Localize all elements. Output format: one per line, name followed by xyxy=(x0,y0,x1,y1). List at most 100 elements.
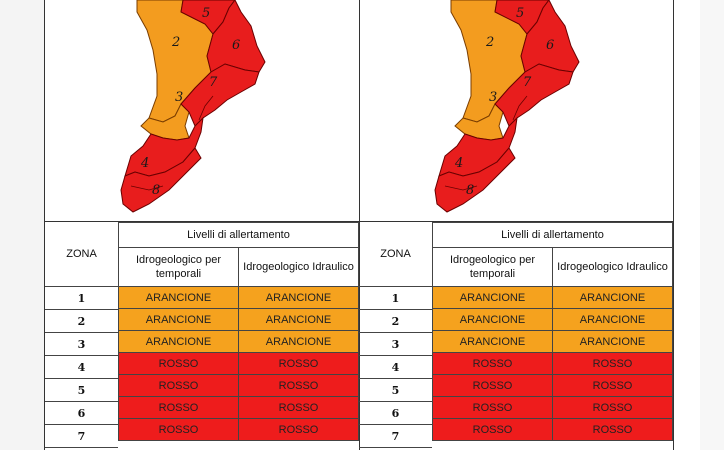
row-divider xyxy=(359,447,432,448)
table-row: ROSSO ROSSO xyxy=(118,352,359,375)
row-divider xyxy=(359,286,432,287)
zona-header: ZONA xyxy=(380,248,411,260)
zone-number: 4 xyxy=(77,361,86,374)
map-label-zone-8: 8 xyxy=(152,183,160,198)
row-divider xyxy=(45,309,118,310)
row-divider xyxy=(359,424,432,425)
row-divider xyxy=(359,309,432,310)
zone-number: 7 xyxy=(77,430,86,443)
row-divider xyxy=(359,378,432,379)
zone-number: 3 xyxy=(391,338,400,351)
zone-number: 2 xyxy=(391,315,400,328)
map-label-zone-4: 4 xyxy=(454,156,463,171)
zone-number: 1 xyxy=(77,292,86,305)
map-zone-3 xyxy=(454,103,504,141)
level-temporali-cell: ROSSO xyxy=(118,352,239,375)
table-row: ROSSO ROSSO xyxy=(432,374,673,397)
level-idraulico-cell: ARANCIONE xyxy=(552,330,673,353)
table-row: ROSSO ROSSO xyxy=(118,374,359,397)
row-divider xyxy=(45,447,118,448)
level-idraulico-cell: ROSSO xyxy=(552,418,673,441)
level-temporali-cell: ARANCIONE xyxy=(432,330,553,353)
map-label-zone-4: 4 xyxy=(140,156,149,171)
level-idraulico-cell: ROSSO xyxy=(238,374,359,397)
row-divider xyxy=(45,355,118,356)
map-zone-7 xyxy=(494,63,574,127)
col-temporali-header: Idrogeologico per temporali xyxy=(432,247,553,287)
level-temporali-cell: ROSSO xyxy=(118,418,239,441)
level-temporali-cell: ROSSO xyxy=(118,374,239,397)
map-label-zone-7: 7 xyxy=(209,75,218,90)
level-temporali-cell: ROSSO xyxy=(432,352,553,375)
table-row: ROSSO ROSSO xyxy=(432,352,673,375)
row-divider xyxy=(45,378,118,379)
level-idraulico-cell: ROSSO xyxy=(552,396,673,419)
level-idraulico-cell: ARANCIONE xyxy=(238,308,359,331)
map-zone-7 xyxy=(180,63,260,127)
map-label-zone-2: 2 xyxy=(485,35,494,50)
level-temporali-cell: ARANCIONE xyxy=(118,286,239,309)
map-label-zone-6: 6 xyxy=(232,38,240,53)
table-row: ARANCIONE ARANCIONE xyxy=(118,286,359,309)
map-label-zone-2: 2 xyxy=(171,35,180,50)
row-divider xyxy=(45,286,118,287)
table-row: ROSSO ROSSO xyxy=(118,418,359,441)
map-label-zone-6: 6 xyxy=(546,38,554,53)
map-label-zone-5: 5 xyxy=(202,6,210,21)
col-idraulico-header: Idrogeologico Idraulico xyxy=(552,247,673,287)
map-label-zone-3: 3 xyxy=(489,90,497,105)
map-zone-8 xyxy=(120,147,202,213)
alert-bulletin-sheet: 5 2 6 7 3 4 8 ZONA Livelli di allertamen… xyxy=(44,0,700,450)
level-temporali-cell: ARANCIONE xyxy=(118,308,239,331)
row-divider xyxy=(359,401,432,402)
level-temporali-cell: ARANCIONE xyxy=(118,330,239,353)
table-row: ROSSO ROSSO xyxy=(432,396,673,419)
level-temporali-cell: ARANCIONE xyxy=(432,308,553,331)
calabria-map-graphic: 5 2 6 7 3 4 8 xyxy=(434,0,580,213)
level-idraulico-cell: ROSSO xyxy=(552,352,673,375)
level-idraulico-cell: ARANCIONE xyxy=(552,308,673,331)
panel-tomorrow: 5 2 6 7 3 4 8 ZONA Livelli di allertamen… xyxy=(359,0,674,450)
level-temporali-cell: ROSSO xyxy=(118,396,239,419)
map-zone-8 xyxy=(434,147,516,213)
table-row: ARANCIONE ARANCIONE xyxy=(118,330,359,353)
zone-number: 7 xyxy=(391,430,400,443)
page-margin-right xyxy=(700,0,724,450)
level-temporali-cell: ROSSO xyxy=(432,396,553,419)
row-divider xyxy=(359,355,432,356)
page-margin-left xyxy=(0,0,44,450)
row-divider xyxy=(45,424,118,425)
level-idraulico-cell: ARANCIONE xyxy=(238,330,359,353)
map-label-zone-8: 8 xyxy=(466,183,474,198)
zone-number: 5 xyxy=(391,384,400,397)
level-temporali-cell: ARANCIONE xyxy=(432,286,553,309)
level-idraulico-cell: ROSSO xyxy=(238,396,359,419)
col-idraulico-header: Idrogeologico Idraulico xyxy=(238,247,359,287)
alert-levels-header: Livelli di allertamento xyxy=(432,222,673,248)
zone-number: 4 xyxy=(391,361,400,374)
calabria-zone-map: 5 2 6 7 3 4 8 xyxy=(45,0,359,222)
calabria-map-graphic: 5 2 6 7 3 4 8 xyxy=(120,0,266,213)
zone-number: 1 xyxy=(391,292,400,305)
table-row: ARANCIONE ARANCIONE xyxy=(432,330,673,353)
table-row: ARANCIONE ARANCIONE xyxy=(118,308,359,331)
alert-level-table: Livelli di allertamento Idrogeologico pe… xyxy=(432,222,673,441)
zona-header: ZONA xyxy=(66,248,97,260)
map-label-zone-3: 3 xyxy=(175,90,183,105)
zone-number: 6 xyxy=(77,407,86,420)
level-idraulico-cell: ROSSO xyxy=(552,374,673,397)
alert-levels-header: Livelli di allertamento xyxy=(118,222,359,248)
zone-number: 2 xyxy=(77,315,86,328)
col-temporali-header: Idrogeologico per temporali xyxy=(118,247,239,287)
calabria-zone-map: 5 2 6 7 3 4 8 xyxy=(359,0,673,222)
map-zone-3 xyxy=(140,103,190,141)
level-temporali-cell: ROSSO xyxy=(432,374,553,397)
level-idraulico-cell: ARANCIONE xyxy=(552,286,673,309)
zone-number: 6 xyxy=(391,407,400,420)
level-idraulico-cell: ROSSO xyxy=(238,418,359,441)
level-idraulico-cell: ARANCIONE xyxy=(238,286,359,309)
map-label-zone-7: 7 xyxy=(523,75,532,90)
table-row: ARANCIONE ARANCIONE xyxy=(432,308,673,331)
zone-number: 3 xyxy=(77,338,86,351)
row-divider xyxy=(45,401,118,402)
